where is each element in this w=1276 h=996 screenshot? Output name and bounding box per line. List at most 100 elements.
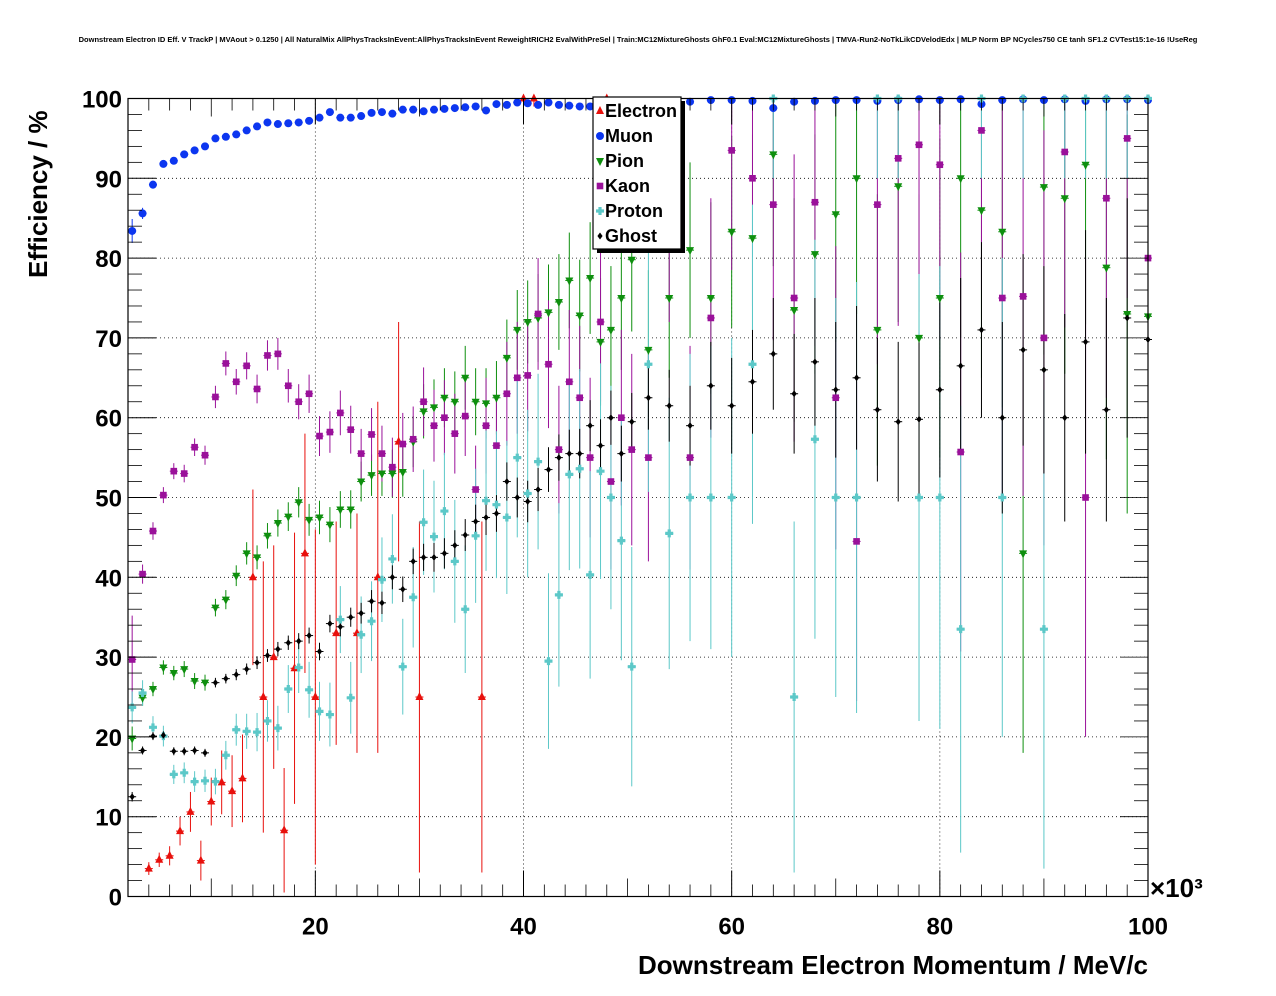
ghost-point <box>978 326 985 334</box>
electron-point <box>280 825 289 834</box>
proton-point <box>190 777 199 786</box>
pion-point <box>242 550 251 559</box>
ghost-point <box>212 679 219 687</box>
kaon-point <box>915 141 923 149</box>
pion-point <box>336 506 345 515</box>
ghost-point <box>316 648 323 656</box>
proton-point <box>440 507 449 516</box>
pion-point <box>211 604 220 613</box>
proton-point <box>627 662 636 671</box>
electron-point <box>311 692 320 700</box>
proton-point <box>665 529 674 538</box>
pion-point <box>377 470 386 479</box>
y-axis: 0 10 20 30 40 50 60 70 80 90 100 <box>82 87 1148 912</box>
legend-marker-proton <box>596 207 604 215</box>
x-tick-label: 80 <box>926 914 953 941</box>
pion-point <box>935 295 944 303</box>
pion-point <box>617 295 626 303</box>
muon-point <box>482 106 491 115</box>
muon-point <box>492 100 501 109</box>
pion-point <box>565 277 574 286</box>
kaon-point <box>832 394 840 402</box>
kaon-point <box>853 538 860 545</box>
pion-point <box>471 398 480 407</box>
muon-point <box>523 99 532 108</box>
pion-point <box>148 686 157 695</box>
ghost-point <box>441 549 448 557</box>
proton-point <box>294 663 303 672</box>
kaon-point <box>212 393 219 401</box>
electron-point <box>196 855 205 864</box>
pion-point <box>128 735 137 744</box>
proton-point <box>617 536 626 545</box>
pion-point <box>482 400 491 409</box>
kaon-point <box>232 378 240 386</box>
muon-point <box>148 180 157 189</box>
x-tick-label: 60 <box>718 914 745 941</box>
ghost-point <box>666 402 672 410</box>
ghost-point <box>1041 366 1047 374</box>
kaon-point <box>686 454 694 461</box>
kaon-point <box>770 201 777 208</box>
pion-point <box>894 183 903 192</box>
muon-point <box>159 159 168 168</box>
kaon-point <box>811 198 819 206</box>
kaon-point <box>160 491 167 499</box>
ghost-point <box>504 478 510 486</box>
muon-point <box>409 105 418 114</box>
electron-point <box>248 572 257 581</box>
proton-point <box>513 453 522 462</box>
kaon-point <box>409 435 417 443</box>
pion-point <box>357 478 366 487</box>
kaon-point <box>472 486 479 493</box>
muon-point <box>336 113 345 122</box>
pion-point <box>232 572 241 581</box>
proton-point <box>502 513 511 522</box>
kaon-point <box>243 362 250 370</box>
ghost-point <box>1082 338 1089 346</box>
pion-point <box>461 374 470 383</box>
pion-point <box>686 247 695 256</box>
electron-point <box>165 850 174 859</box>
ghost-point <box>629 418 635 426</box>
proton-point <box>544 657 553 666</box>
electron-point <box>415 692 424 700</box>
proton-point <box>367 617 376 626</box>
muon-point <box>284 119 293 128</box>
muon-point <box>440 104 449 113</box>
y-tick-label: 80 <box>95 246 122 273</box>
ghost-point <box>535 486 541 494</box>
proton-point <box>852 493 861 502</box>
ghost-point <box>749 378 756 386</box>
proton-point <box>430 532 438 541</box>
ghost-point <box>493 509 500 517</box>
kaon-point <box>1019 293 1027 300</box>
legend-label-pion: Pion <box>605 151 644 171</box>
muon-point <box>232 130 241 139</box>
proton-point <box>232 725 241 734</box>
proton-point <box>242 727 251 736</box>
y-tick-label: 70 <box>95 326 122 353</box>
ghost-point <box>708 382 714 390</box>
pion-point <box>977 207 986 216</box>
ghost-point <box>618 450 624 458</box>
kaon-point <box>316 432 323 440</box>
electron-point <box>300 548 309 557</box>
kaon-point <box>368 431 375 438</box>
y-tick-label: 90 <box>95 166 122 193</box>
proton-point <box>263 716 272 725</box>
legend-label-muon: Muon <box>605 126 653 146</box>
proton-point <box>357 630 366 639</box>
y-tick-label: 40 <box>95 565 122 592</box>
muon-point <box>502 100 511 109</box>
electron-point <box>186 806 195 815</box>
legend-marker-ghost <box>597 232 603 240</box>
ghost-point <box>150 732 156 740</box>
proton-point <box>211 777 220 786</box>
muon-point <box>367 108 376 117</box>
legend-marker-pion <box>596 158 604 166</box>
muon-point <box>263 118 272 127</box>
pion-point <box>440 394 449 403</box>
ghost-point <box>483 513 489 521</box>
ghost-point <box>770 350 776 358</box>
